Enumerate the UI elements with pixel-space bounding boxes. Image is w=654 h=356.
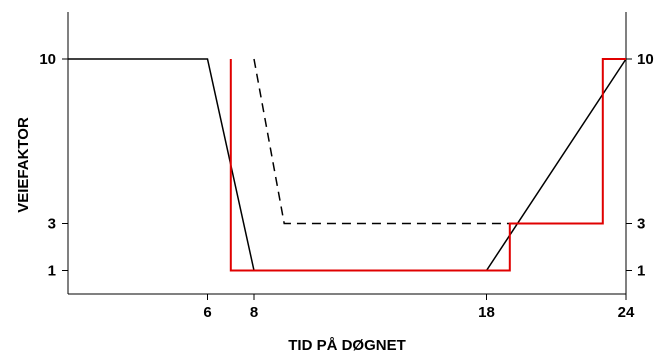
x-tick-label: 24	[618, 304, 635, 321]
y-tick-label-left: 10	[39, 51, 56, 68]
x-axis-title: TID PÅ DØGNET	[288, 337, 406, 354]
y-tick-label-left: 1	[48, 263, 56, 280]
series-line-1	[68, 58, 627, 272]
y-tick-label-left: 3	[48, 216, 56, 233]
x-tick-label: 8	[250, 304, 258, 321]
tick-layer: 6 8 18 24 1 1 3 3 10 10	[39, 51, 653, 321]
x-tick-label: 6	[203, 304, 211, 321]
y-tick-label-right: 3	[637, 216, 645, 233]
series-layer	[68, 58, 627, 272]
series-line-3	[229, 58, 626, 272]
x-tick-label: 18	[478, 304, 495, 321]
series-line-2	[253, 58, 510, 225]
y-axis-title: VEIEFAKTOR	[15, 117, 32, 213]
y-tick-label-right: 10	[637, 51, 654, 68]
y-tick-label-right: 1	[637, 263, 645, 280]
plot-frame	[67, 12, 627, 295]
